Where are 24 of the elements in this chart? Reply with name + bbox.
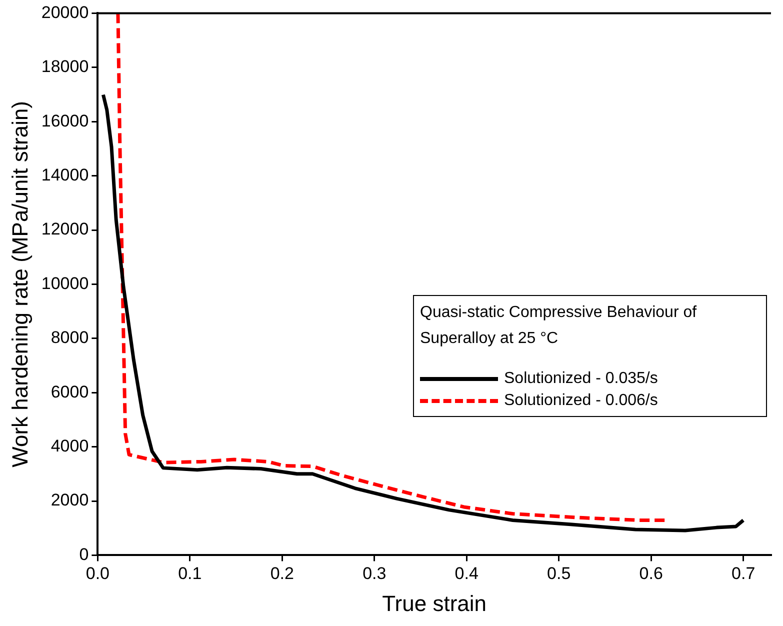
- y-tick-label: 16000: [41, 111, 89, 130]
- y-axis-title: Work hardening rate (MPa/unit strain): [7, 100, 32, 468]
- x-tick-label: 0.3: [362, 564, 386, 584]
- y-tick-label: 6000: [50, 382, 89, 402]
- y-tick-label: 10000: [41, 274, 89, 293]
- legend-label: Solutionized - 0.006/s: [504, 392, 658, 410]
- y-tick-label: 0: [79, 544, 89, 564]
- y-tick-label: 18000: [41, 57, 89, 76]
- y-tick-label: 12000: [41, 220, 89, 239]
- y-tick-label: 4000: [50, 436, 89, 456]
- x-tick-label: 0.2: [270, 564, 294, 584]
- legend-label: Solutionized - 0.035/s: [504, 370, 658, 388]
- y-tick-label: 20000: [41, 2, 89, 22]
- x-tick-label: 0.1: [178, 564, 202, 584]
- y-tick-label: 2000: [50, 490, 89, 510]
- legend-title: Quasi-static Compressive Behaviour of Superalloy at 25 °C: [420, 303, 698, 350]
- x-tick-label: 0.4: [454, 564, 478, 584]
- x-tick-label: 0.7: [732, 564, 756, 584]
- x-tick-label: 0.6: [639, 564, 663, 584]
- y-tick-label: 8000: [50, 328, 89, 348]
- x-axis-title: True strain: [382, 590, 486, 616]
- y-tick-label: 14000: [41, 165, 89, 184]
- x-tick-label: 0.5: [547, 564, 571, 584]
- x-tick-label: 0.0: [86, 564, 110, 584]
